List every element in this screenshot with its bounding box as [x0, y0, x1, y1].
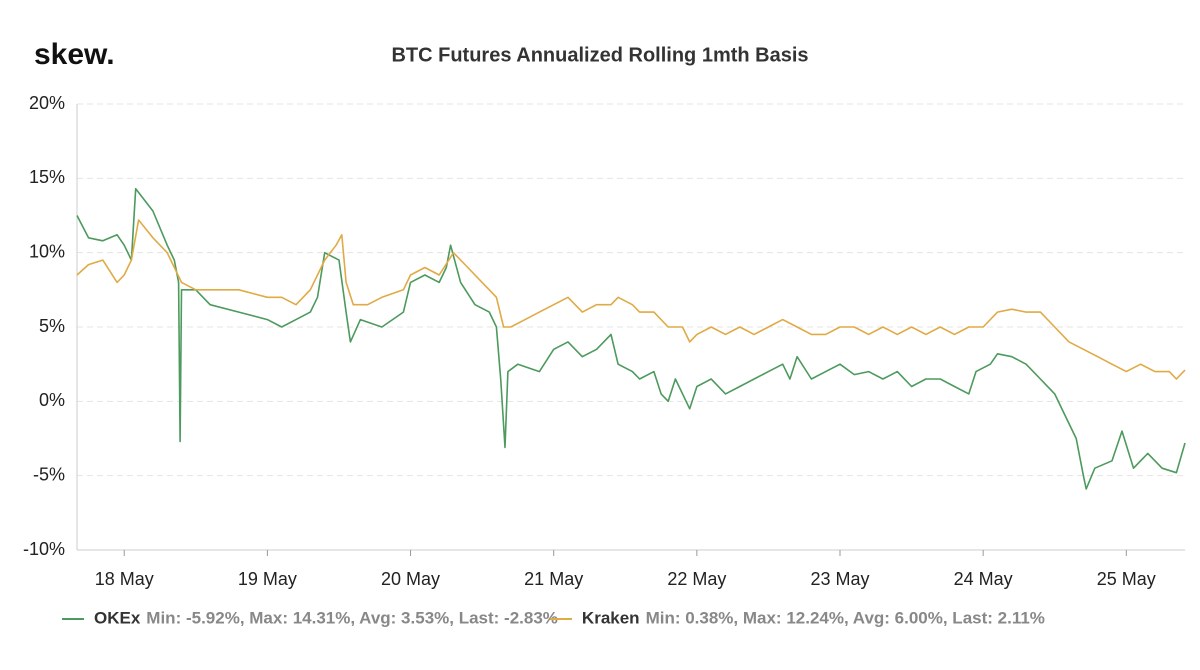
y-tick-label: 5%	[39, 316, 65, 336]
legend-stats: Min: -5.92%, Max: 14.31%, Avg: 3.53%, La…	[146, 608, 558, 627]
x-tick-label: 25 May	[1097, 569, 1156, 589]
y-tick-label: 15%	[29, 167, 65, 187]
x-tick-label: 19 May	[238, 569, 297, 589]
x-tick-label: 21 May	[524, 569, 583, 589]
logo: skew.	[34, 38, 115, 71]
y-tick-label: -5%	[33, 464, 65, 484]
legend-item[interactable]: OKEx Min: -5.92%, Max: 14.31%, Avg: 3.53%…	[62, 608, 558, 627]
legend-item[interactable]: Kraken Min: 0.38%, Max: 12.24%, Avg: 6.00…	[549, 608, 1045, 627]
series-line	[76, 187, 1186, 490]
legend-name: Kraken	[582, 608, 640, 627]
x-tick-label: 24 May	[954, 569, 1013, 589]
legend-stats: Min: 0.38%, Max: 12.24%, Avg: 6.00%, Las…	[646, 608, 1045, 627]
legend-name: OKEx	[94, 608, 141, 627]
chart-title: BTC Futures Annualized Rolling 1mth Basi…	[391, 44, 808, 66]
x-tick-label: 22 May	[667, 569, 726, 589]
y-tick-label: -10%	[23, 539, 65, 559]
y-tick-label: 0%	[39, 390, 65, 410]
y-tick-label: 10%	[29, 241, 65, 261]
x-tick-label: 23 May	[810, 569, 869, 589]
x-tick-label: 18 May	[95, 569, 154, 589]
x-tick-label: 20 May	[381, 569, 440, 589]
y-tick-label: 20%	[29, 93, 65, 113]
series-line	[76, 219, 1186, 380]
